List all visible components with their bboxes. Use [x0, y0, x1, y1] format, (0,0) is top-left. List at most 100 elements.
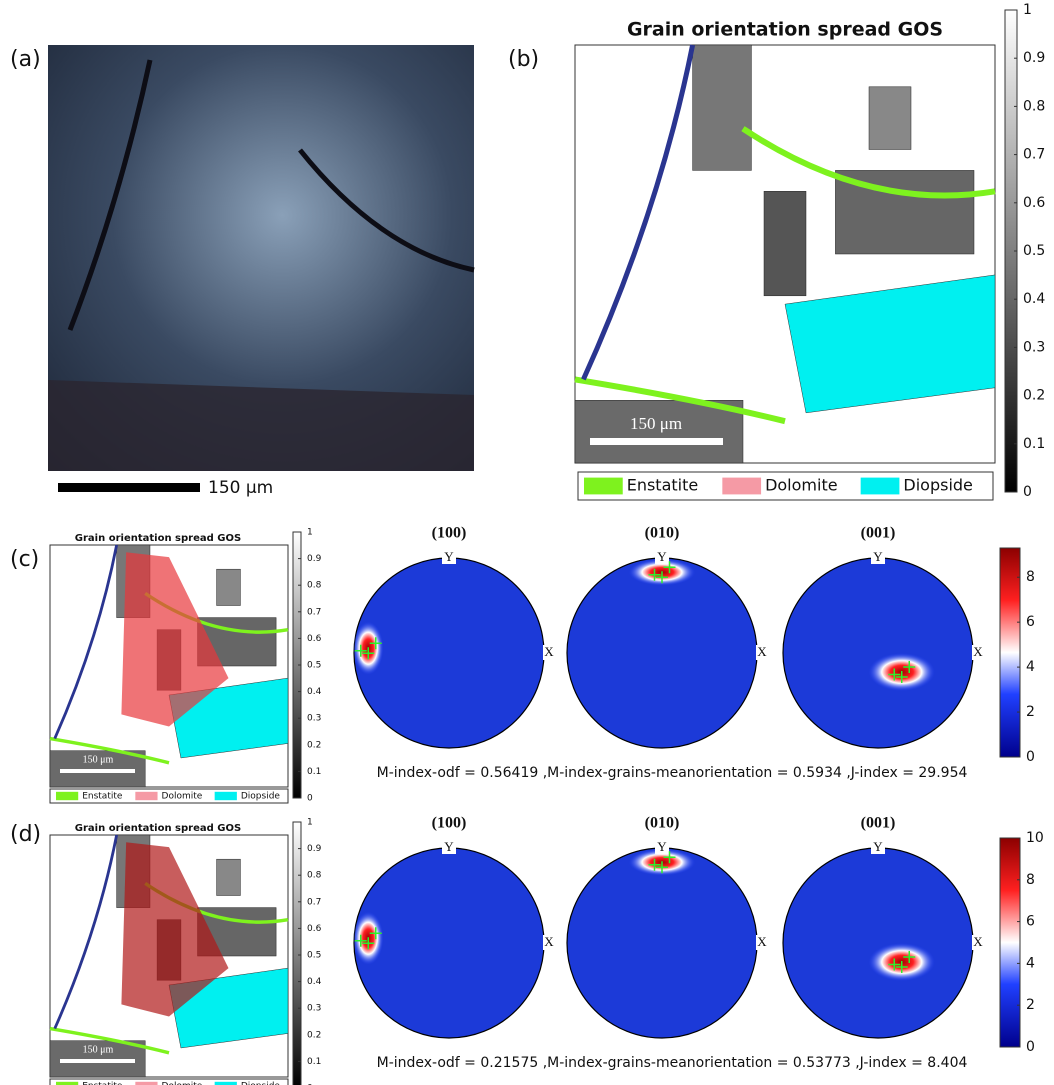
legend-swatch	[56, 792, 78, 800]
scalebar	[60, 769, 135, 773]
colorbar	[1000, 838, 1020, 1047]
legend-label: Enstatite	[627, 476, 699, 495]
colorbar-tick-label: 0.1	[1023, 436, 1045, 452]
scalebar-label: 150 μm	[83, 754, 114, 765]
panel-label: (a)	[10, 47, 41, 72]
colorbar-tick-label: 0	[1026, 1039, 1035, 1055]
axis-label-x: X	[544, 934, 554, 949]
colorbar-tick-label: 0	[307, 794, 313, 804]
map-title: Grain orientation spread GOS	[75, 533, 241, 544]
colorbar-tick-label: 0.2	[1023, 388, 1045, 404]
pole-figure-title: (010)	[645, 815, 680, 832]
colorbar-tick-label: 6	[1026, 914, 1035, 930]
scalebar	[58, 483, 200, 492]
colorbar-tick-label: 0.4	[307, 977, 322, 987]
colorbar-tick-label: 0.1	[307, 767, 321, 777]
legend-swatch	[861, 478, 900, 495]
legend-label: Enstatite	[82, 1082, 123, 1085]
colorbar-tick-label: 0.5	[307, 661, 321, 671]
colorbar-tick-label: 0.1	[307, 1057, 321, 1067]
legend-swatch	[584, 478, 623, 495]
colorbar-tick-label: 2	[1026, 704, 1035, 720]
figure: (a) 150 µm (b) Grain orientation spread …	[0, 0, 1054, 1085]
axis-label-y: Y	[657, 549, 667, 564]
axis-label-x: X	[757, 934, 767, 949]
colorbar-tick-label: 0.4	[1023, 291, 1045, 307]
pole-figure-title: (010)	[645, 525, 680, 542]
colorbar-tick-label: 0.9	[307, 554, 322, 564]
legend-swatch	[215, 792, 237, 800]
scalebar-label: 150 μm	[630, 414, 682, 433]
grain	[217, 859, 241, 895]
scalebar-label: 150 µm	[208, 478, 273, 498]
colorbar-tick-label: 0.8	[307, 871, 322, 881]
pole-figure	[567, 558, 757, 748]
grain	[693, 45, 752, 170]
axis-label-y: Y	[444, 549, 454, 564]
axis-label-y: Y	[444, 839, 454, 854]
legend-label: Enstatite	[82, 792, 123, 802]
axis-label-y: Y	[873, 839, 883, 854]
colorbar-tick-label: 0.5	[307, 951, 321, 961]
colorbar-tick-label: 1	[307, 818, 313, 828]
colorbar-tick-label: 8	[1026, 569, 1035, 585]
colorbar-tick-label: 0.2	[307, 740, 321, 750]
axis-label-y: Y	[657, 839, 667, 854]
pole-figure-title: (001)	[861, 815, 896, 832]
legend-label: Dolomite	[765, 476, 838, 495]
colorbar-tick-label: 0.6	[1023, 195, 1045, 211]
scalebar	[60, 1059, 135, 1063]
colorbar-tick-label: 0.6	[307, 924, 322, 934]
colorbar-tick-label: 8	[1026, 872, 1035, 888]
map-title: Grain orientation spread GOS	[627, 19, 943, 41]
legend-label: Diopside	[903, 476, 973, 495]
pole-figure-title: (100)	[432, 815, 467, 832]
colorbar-tick-label: 1	[307, 528, 313, 538]
colorbar-tick-label: 0.7	[1023, 147, 1045, 163]
colorbar-tick-label: 0.9	[1023, 50, 1045, 66]
colorbar-tick-label: 0	[1023, 484, 1032, 500]
micrograph-band	[48, 380, 474, 471]
panel-label: (c)	[10, 547, 39, 572]
caption: M-index-odf = 0.56419 ,M-index-grains-me…	[377, 765, 968, 781]
colorbar-tick-label: 0.3	[1023, 339, 1045, 355]
colorbar-tick-label: 1	[1023, 2, 1032, 18]
colorbar-tick-label: 0.6	[307, 634, 322, 644]
colorbar-tick-label: 0.5	[1023, 243, 1045, 259]
colorbar-tick-label: 0.2	[307, 1030, 321, 1040]
pole-figure-title: (001)	[861, 525, 896, 542]
colorbar	[1000, 548, 1020, 757]
colorbar-tick-label: 2	[1026, 997, 1035, 1013]
grain	[764, 191, 806, 295]
legend-label: Dolomite	[162, 792, 203, 802]
grain	[217, 569, 241, 605]
axis-label-y: Y	[873, 549, 883, 564]
legend-label: Diopside	[241, 792, 281, 802]
grain	[869, 87, 911, 150]
colorbar-tick-label: 4	[1026, 955, 1035, 971]
colorbar-tick-label: 10	[1026, 830, 1044, 846]
colorbar-tick-label: 0.3	[307, 714, 321, 724]
scalebar	[590, 438, 723, 445]
colorbar-tick-label: 0.3	[307, 1004, 321, 1014]
caption: M-index-odf = 0.21575 ,M-index-grains-me…	[377, 1055, 968, 1071]
pole-figure	[567, 848, 757, 1038]
colorbar-tick-label: 0.8	[1023, 98, 1045, 114]
colorbar-tick-label: 6	[1026, 614, 1035, 630]
panel-label: (b)	[508, 47, 539, 72]
colorbar-tick-label: 0.4	[307, 687, 322, 697]
axis-label-x: X	[973, 934, 983, 949]
colorbar-tick-label: 0.7	[307, 607, 321, 617]
colorbar-tick-label: 4	[1026, 659, 1035, 675]
legend-label: Dolomite	[162, 1082, 203, 1085]
colorbar	[293, 822, 301, 1085]
scalebar-label: 150 μm	[83, 1044, 114, 1055]
legend-swatch	[722, 478, 761, 495]
map-title: Grain orientation spread GOS	[75, 823, 241, 834]
colorbar-tick-label: 0	[1026, 749, 1035, 765]
axis-label-x: X	[757, 644, 767, 659]
colorbar-tick-label: 0.9	[307, 844, 322, 854]
colorbar-tick-label: 0.8	[307, 581, 322, 591]
axis-label-x: X	[544, 644, 554, 659]
pole-figure	[783, 558, 973, 748]
